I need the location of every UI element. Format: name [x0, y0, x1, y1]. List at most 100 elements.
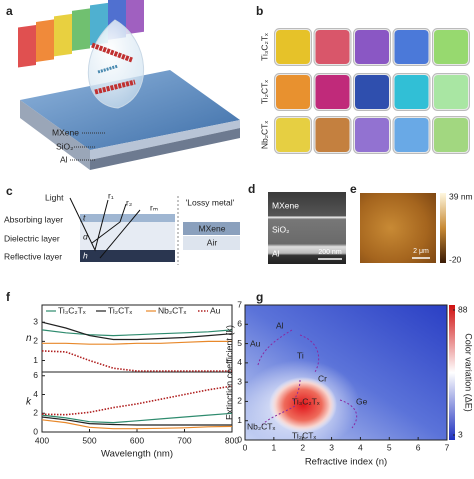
rays [69, 197, 141, 259]
material-label: Ti₂CTₓ [292, 430, 316, 440]
colorbar-title: Color variation (ΔE) [464, 333, 474, 412]
legend-label: Nb₂CTₓ [158, 305, 186, 315]
panel-c: c Light r₁ r₂ rₘ t d h Absorbing layer D… [4, 184, 240, 265]
color-swatch-fill [355, 118, 389, 152]
material-label: Ge [356, 396, 368, 406]
colorbar [440, 193, 446, 263]
light-label: Light [45, 192, 64, 202]
model-air [183, 236, 240, 250]
x-tick-label: 6 [416, 442, 421, 452]
color-swatch-fill [276, 75, 310, 109]
layer-label: Reflective layer [4, 251, 62, 261]
y-tick-label: 0 [33, 426, 38, 436]
x-tick-label: 7 [445, 442, 450, 452]
y-tick-label: 4 [33, 389, 38, 399]
y-tick-label: 4 [237, 357, 242, 367]
x-tick-label: 700 [177, 435, 191, 445]
heatmap-peak [269, 377, 337, 433]
color-swatch-fill [434, 118, 468, 152]
x-tick-label: 800 [225, 435, 239, 445]
model-mxene [183, 222, 240, 235]
color-swatch-fill [394, 30, 429, 64]
panel-g: g 0 1 2 3 4 5 6 7 0 1 2 3 4 5 6 7 Refractive index (n) Ex… [224, 290, 473, 467]
row-label: Ti₃C₂Tₓ [259, 33, 269, 61]
model-title: 'Lossy metal' [186, 197, 235, 207]
scale-bar-label: 200 nm [318, 249, 342, 256]
plot-frame [41, 304, 233, 433]
layer-label: MXene [272, 200, 299, 210]
layer-label: MXene [52, 127, 79, 137]
droplet [87, 19, 144, 109]
color-swatch-fill [394, 118, 429, 152]
series-line [41, 412, 233, 424]
y-tick-label: 6 [33, 370, 38, 380]
x-axis-title: Wavelength (nm) [101, 449, 173, 460]
panel-label: f [6, 290, 11, 304]
material-label: Au [250, 338, 261, 348]
color-swatch-fill [276, 30, 310, 64]
flake [91, 42, 133, 63]
layer-label: SiO₂ [272, 224, 289, 234]
x-tick-label: 500 [82, 435, 96, 445]
layer-label: Al [60, 154, 68, 164]
flake [97, 64, 119, 74]
y-tick-label: 1 [237, 415, 242, 425]
colorbar-tick-label: 3 [458, 429, 463, 439]
series-line [41, 416, 232, 426]
x-tick-label: 0 [243, 442, 248, 452]
panel-label: d [248, 182, 255, 196]
colorbar-label: 39 nm [449, 191, 473, 201]
layer-label: Absorbing layer [4, 214, 63, 224]
x-tick-label: 600 [130, 435, 144, 445]
series-line [41, 329, 233, 337]
color-swatch-fill [276, 118, 310, 152]
absorbing-layer [80, 214, 175, 222]
series-line [41, 321, 233, 341]
series-line [42, 340, 232, 345]
color-swatch-fill [434, 30, 468, 64]
y-tick-label: 3 [237, 376, 242, 386]
panel-d: d MXene SiO₂ Al 200 nm [248, 182, 346, 264]
leader [70, 132, 105, 161]
material-label: Ti₃C₂Tₓ [292, 396, 320, 406]
row-label: Nb₂CTₓ [259, 121, 269, 149]
y-tick-label: 2 [237, 396, 242, 406]
slab-front [20, 100, 90, 170]
legend-label: Ti₂CTₓ [108, 305, 132, 315]
reflective-layer [80, 250, 175, 262]
material-label: Cr [318, 373, 327, 383]
reflection-label: r₁ [108, 190, 114, 200]
panel-f: f 400 500 600 700 800 1 2 3 0 2 4 6 Wavelength (nm) n… [6, 290, 239, 459]
y-axis-title: Extinction coefficient (k) [224, 325, 234, 420]
y-tick-label: 2 [33, 336, 38, 346]
y-tick-label: 5 [237, 338, 242, 348]
color-swatch-fill [315, 118, 350, 152]
color-swatch-fill [355, 75, 389, 109]
legend-label: Au [210, 305, 221, 315]
x-tick-label: 400 [35, 435, 49, 445]
y-tick-label: 2 [33, 408, 38, 418]
legend-label: Ti₃C₂Tₓ [58, 305, 86, 315]
panel-label: g [256, 290, 263, 304]
layer-label: Al [272, 248, 280, 258]
x-tick-label: 1 [271, 442, 276, 452]
x-tick-label: 4 [358, 442, 363, 452]
afm-image [360, 193, 436, 263]
series-line [41, 385, 233, 416]
series-line [41, 419, 233, 430]
panel-e: e 2 μm 39 nm -20 [350, 182, 473, 264]
y-tick-label: 3 [33, 316, 38, 326]
series-line [41, 350, 232, 372]
color-swatch-fill [315, 30, 350, 64]
scale-bar-label: 2 μm [413, 248, 429, 255]
color-swatch-fill [315, 75, 350, 109]
flake [94, 79, 136, 95]
panel-label: b [256, 4, 263, 18]
y-tick-label: 7 [237, 299, 242, 309]
thickness-label: d [83, 231, 88, 241]
y-tick-label: 6 [237, 319, 242, 329]
dielectric-layer [80, 222, 175, 250]
material-label: Nb₂CTₓ [247, 421, 275, 431]
y-tick-label: 0 [237, 434, 242, 444]
plot-frame [244, 304, 448, 441]
